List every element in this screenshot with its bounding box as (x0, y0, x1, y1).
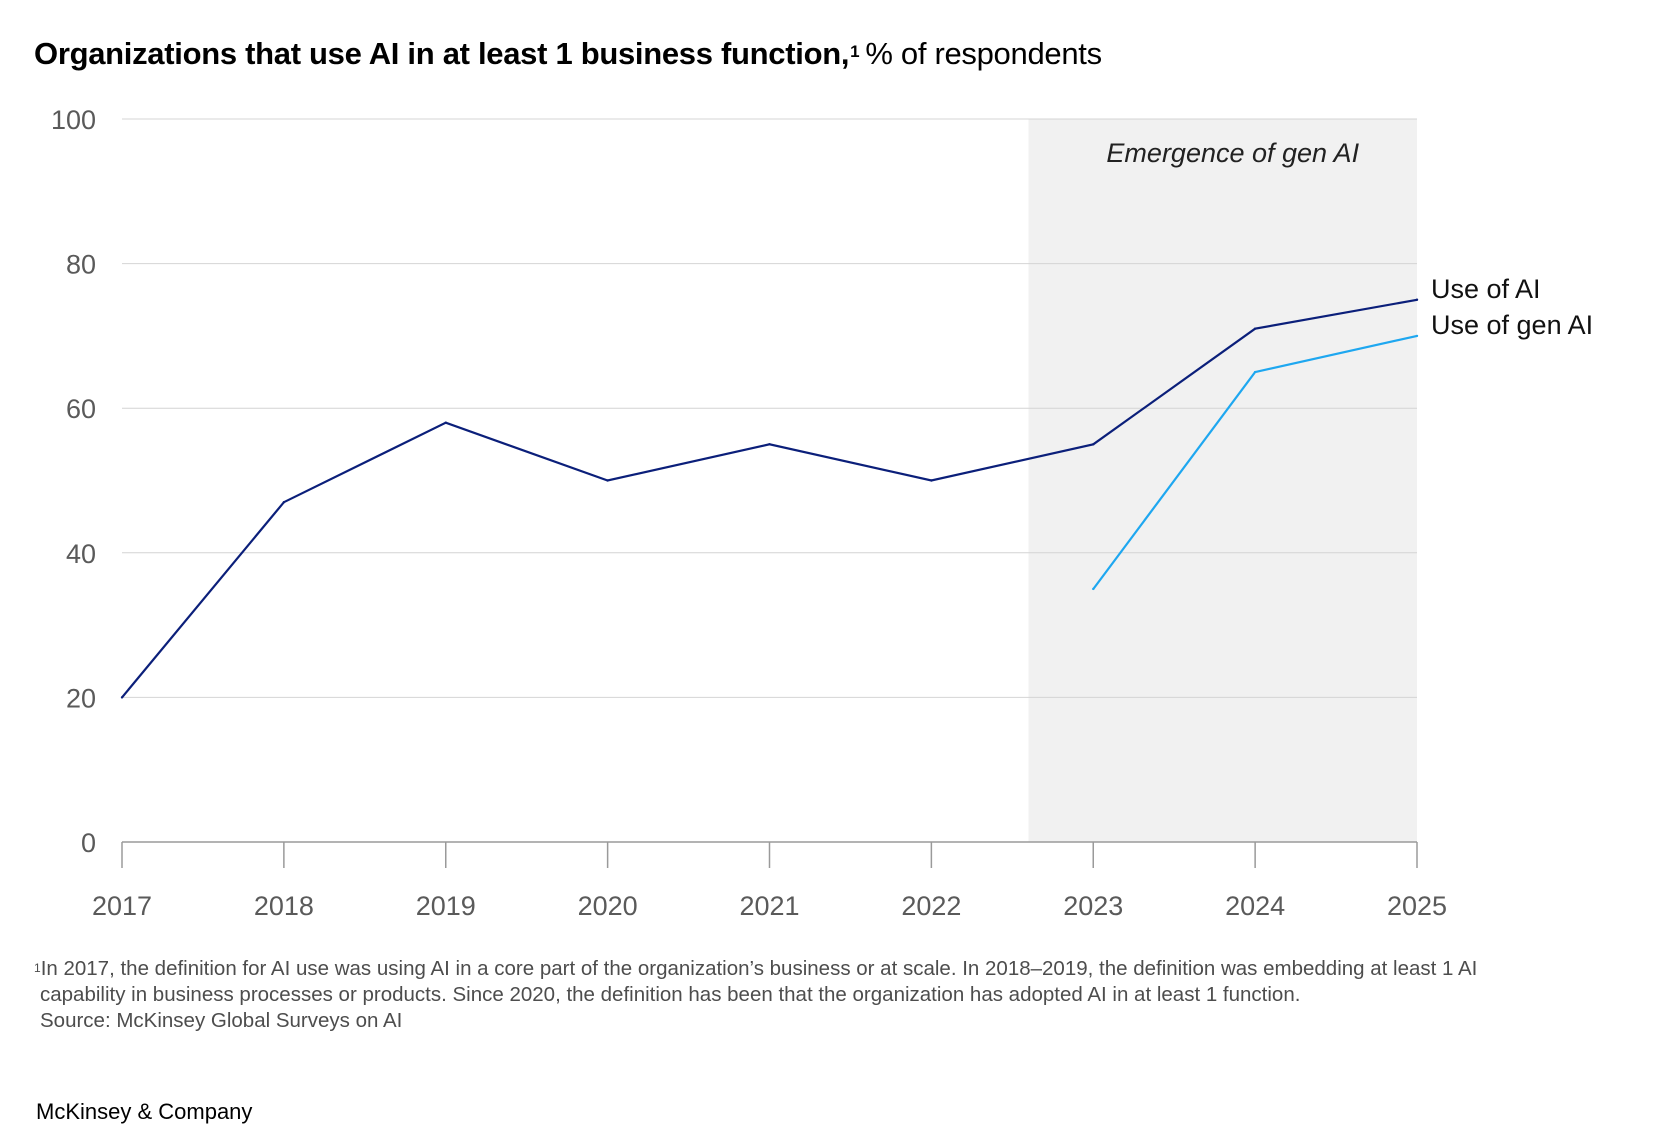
data-point (1092, 587, 1095, 591)
data-point (1415, 334, 1419, 338)
footnote-source: Source: McKinsey Global Surveys on AI (40, 1009, 403, 1032)
series-label: Use of gen AI (1431, 310, 1593, 340)
data-point (1092, 443, 1095, 446)
x-tick-label: 2021 (739, 891, 799, 921)
y-tick-label: 80 (66, 250, 96, 280)
footnote: 1In 2017, the definition for AI use was … (34, 956, 1614, 1034)
x-tick-label: 2019 (416, 891, 476, 921)
x-tick-label: 2017 (92, 891, 152, 921)
x-tick-label: 2022 (901, 891, 961, 921)
data-point (444, 421, 447, 424)
y-tick-label: 40 (66, 539, 96, 569)
chart-title: Organizations that use AI in at least 1 … (34, 34, 1102, 74)
title-footnote-marker: 1 (850, 42, 860, 61)
data-point (282, 500, 286, 504)
annotation-band (1028, 119, 1417, 842)
series-label: Use of AI (1431, 274, 1541, 304)
footnote-line-2: capability in business processes or prod… (40, 983, 1301, 1006)
chart-title-unit: % of respondents (865, 36, 1102, 71)
x-tick-label: 2023 (1063, 891, 1123, 921)
brand-logo-text: McKinsey & Company (36, 1099, 253, 1124)
y-tick-label: 20 (66, 683, 96, 713)
data-point (1253, 327, 1257, 330)
chart-title-main: Organizations that use AI in at least 1 … (34, 36, 850, 71)
data-point (606, 479, 609, 482)
data-point (120, 696, 124, 699)
y-tick-label: 60 (66, 394, 96, 424)
data-point (1253, 370, 1257, 374)
y-tick-label: 0 (81, 828, 96, 858)
footnote-marker: 1 (34, 961, 41, 975)
x-tick-label: 2018 (254, 891, 314, 921)
footnote-line-1: 1In 2017, the definition for AI use was … (34, 956, 1614, 982)
x-tick-label: 2025 (1387, 891, 1447, 921)
x-tick-label: 2020 (578, 891, 638, 921)
line-chart: 0 20 40 60 80 100 2017 2018 2019 2020 2021 2022 2023… (51, 105, 1593, 921)
annotation-label: Emergence of gen AI (1106, 138, 1359, 168)
data-point (768, 443, 771, 446)
y-tick-label: 100 (51, 105, 96, 135)
footnote-text-1: In 2017, the definition for AI use was u… (40, 957, 1478, 980)
data-point (930, 479, 933, 482)
x-tick-label: 2024 (1225, 891, 1285, 921)
data-point (1415, 298, 1419, 301)
